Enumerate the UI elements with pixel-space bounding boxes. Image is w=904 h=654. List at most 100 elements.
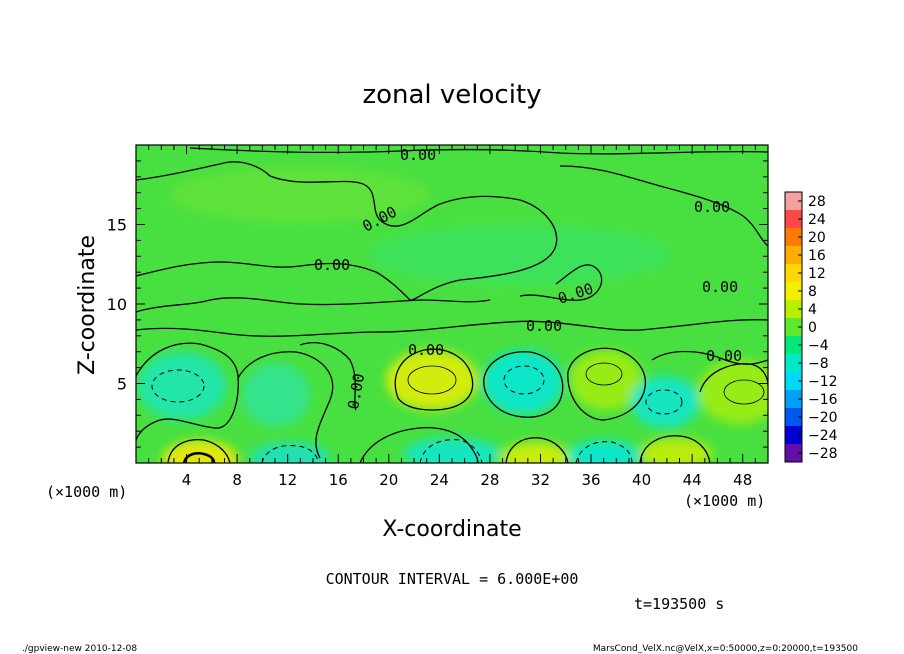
y-axis: 5 10 15 (107, 160, 768, 448)
positive-ring-x23 (407, 365, 457, 395)
x-unit-right: (×1000 m) (684, 492, 765, 510)
colorbar-segment (785, 246, 802, 264)
y-tick-label: 10 (107, 295, 127, 314)
contour-line-mid-right (519, 264, 603, 301)
contour-interval-text: CONTOUR INTERVAL = 6.000E+00 (326, 570, 579, 588)
colorbar-segment (785, 300, 802, 318)
y-tick-label: 5 (117, 375, 127, 394)
contour-lines (136, 147, 768, 463)
contour-line-bottom-x42 (639, 435, 711, 463)
x-tick-label: 4 (182, 471, 192, 489)
colorbar-label: 16 (808, 248, 826, 264)
contour-label: 0.00 (408, 341, 444, 359)
x-tick-label: 48 (733, 471, 752, 489)
contour-label: 0.00 (694, 198, 730, 216)
x-tick-label: 44 (683, 471, 702, 489)
time-text: t=193500 s (634, 595, 724, 613)
footer-left-text: ./gpview-new 2010-12-08 (22, 644, 137, 654)
colorbar-segment (785, 444, 802, 462)
bottom-positive-x42 (640, 438, 712, 463)
contour-line-cell-x17 (299, 342, 357, 411)
footer-right-text: MarsCond_VelX.nc@VelX,x=0:50000,z=0:2000… (593, 644, 858, 654)
contour-line-bottom-x5 (167, 438, 231, 463)
contour-line-mid (136, 297, 491, 313)
colorbar: 28 24 20 16 12 8 4 0 −4 −8 −12 −16 −20 −24 −28 (784, 191, 838, 463)
y-tick-label: 15 (107, 216, 127, 235)
dashed-contour-x30 (503, 365, 545, 395)
colorbar-segment (785, 210, 802, 228)
colorbar-label: −28 (808, 446, 838, 462)
colorbar-label: 28 (808, 194, 826, 210)
contour-label-group: 0.00 0.00 0.00 0.00 0.00 0.00 0.00 0.00 … (314, 146, 742, 411)
contour-line-cell-x11 (237, 351, 334, 459)
x-tick-label: 16 (329, 471, 348, 489)
bottom-negative-x37 (568, 440, 640, 463)
negative-cell-x4 (138, 352, 226, 420)
x-tick-label: 8 (232, 471, 242, 489)
x-tick-label: 40 (632, 471, 651, 489)
colorbar-segment (785, 336, 802, 354)
x-axis-label: X-coordinate (382, 517, 521, 542)
contour-label: 0.00 (706, 347, 742, 365)
upper-weak-negative-zone (370, 225, 670, 285)
colorbar-segment (785, 318, 802, 336)
colorbar-label: 8 (808, 284, 817, 300)
contour-line-bottom-x20 (359, 426, 479, 463)
colorbar-segment (785, 228, 802, 246)
contour-line-cell-x43 (651, 350, 768, 365)
positive-ring-x36 (585, 362, 623, 386)
positive-cell-x36 (570, 350, 642, 410)
contour-line-small-x4 (182, 451, 216, 463)
positive-ring-x47 (723, 379, 765, 405)
colorbar-segment (785, 372, 802, 390)
plot-area: 0.00 0.00 0.00 0.00 0.00 0.00 0.00 0.00 … (135, 144, 769, 464)
contour-line-bottom-x31 (505, 437, 569, 463)
colorbar-label: 4 (808, 302, 817, 318)
colorbar-segment (785, 408, 802, 426)
x-tick-label: 28 (480, 471, 499, 489)
colorbar-segment (785, 426, 802, 444)
contour-line-top (189, 147, 768, 155)
colorbar-segment (785, 264, 802, 282)
positive-cell-x23 (386, 350, 478, 410)
colorbar-segment (785, 192, 802, 210)
dashed-contour-x4 (151, 369, 205, 403)
colorbar-label: −16 (808, 392, 838, 408)
bottom-negative-x25 (404, 438, 500, 463)
contour-label: 0.00 (314, 256, 350, 274)
x-tick-label: 32 (531, 471, 550, 489)
colorbar-label: −24 (808, 428, 838, 444)
x-unit-left: (×1000 m) (46, 483, 127, 501)
colorbar-label: 12 (808, 266, 826, 282)
colorbar-segment (785, 390, 802, 408)
negative-cell-x41 (631, 376, 699, 428)
contour-line-cell-x30 (483, 351, 564, 418)
contour-line-cell-x36 (567, 347, 646, 421)
x-tick-label: 24 (430, 471, 449, 489)
contour-label: 0.00 (344, 372, 368, 411)
contour-line-upper-right (559, 165, 768, 247)
contour-lines-dashed (151, 365, 683, 463)
x-tick-label: 20 (379, 471, 398, 489)
colorbar-label: 20 (808, 230, 826, 246)
positive-contour-rings (407, 362, 765, 405)
colorbar-label: −20 (808, 410, 838, 426)
contour-line-cell-x23 (394, 348, 474, 411)
upper-weak-positive-zone (170, 167, 430, 223)
contour-label: 0.00 (702, 278, 738, 296)
colorbar-label: −12 (808, 374, 838, 390)
contour-label: 0.00 (400, 146, 436, 164)
contour-line-upper-left (136, 161, 558, 301)
dashed-contour-bottom-x13 (261, 445, 319, 463)
contour-line-cell-x47 (699, 363, 768, 393)
dashed-contour-bottom-x37 (575, 441, 633, 463)
dashed-contour-bottom-x25 (419, 439, 483, 463)
x-axis: 4 8 12 16 20 24 28 32 36 40 44 48 (148, 145, 756, 489)
colorbar-label: 0 (808, 320, 817, 336)
negative-cell-x11 (242, 363, 310, 427)
bottom-negative-x13 (250, 442, 330, 463)
colorbar-label: −4 (808, 338, 829, 354)
colorbar-label: 24 (808, 212, 826, 228)
bottom-positive-x5 (162, 440, 238, 463)
